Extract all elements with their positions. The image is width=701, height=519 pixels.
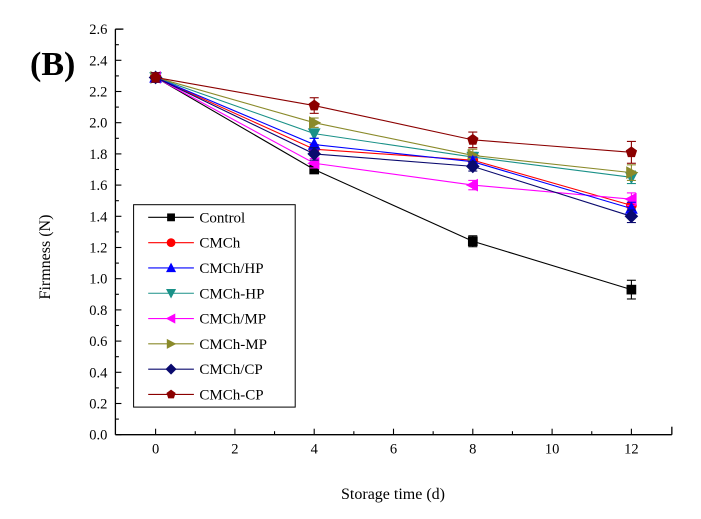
svg-text:CMCh/CP: CMCh/CP bbox=[199, 362, 262, 378]
svg-text:1.4: 1.4 bbox=[89, 209, 108, 225]
svg-text:1.0: 1.0 bbox=[89, 272, 107, 288]
svg-text:2.2: 2.2 bbox=[89, 85, 107, 101]
svg-text:CMCh-HP: CMCh-HP bbox=[199, 286, 264, 302]
svg-text:Control: Control bbox=[199, 210, 245, 226]
svg-text:10: 10 bbox=[545, 442, 560, 458]
svg-text:(B): (B) bbox=[30, 46, 75, 83]
svg-text:8: 8 bbox=[469, 442, 476, 458]
svg-text:6: 6 bbox=[390, 442, 397, 458]
svg-text:CMCh-CP: CMCh-CP bbox=[199, 387, 263, 403]
svg-text:CMCh-MP: CMCh-MP bbox=[199, 337, 267, 353]
svg-text:0.6: 0.6 bbox=[89, 334, 107, 350]
svg-text:CMCh: CMCh bbox=[199, 236, 240, 252]
svg-text:2.6: 2.6 bbox=[89, 22, 107, 38]
svg-text:2: 2 bbox=[231, 442, 238, 458]
svg-text:0.8: 0.8 bbox=[89, 303, 107, 319]
svg-text:0.0: 0.0 bbox=[89, 428, 107, 444]
svg-text:CMCh/HP: CMCh/HP bbox=[199, 261, 263, 277]
svg-text:2.4: 2.4 bbox=[89, 53, 108, 69]
svg-text:Firmness (N): Firmness (N) bbox=[37, 215, 54, 300]
svg-text:0.4: 0.4 bbox=[89, 365, 108, 381]
svg-text:2.0: 2.0 bbox=[89, 116, 107, 132]
svg-text:12: 12 bbox=[624, 442, 639, 458]
svg-text:1.8: 1.8 bbox=[89, 147, 107, 163]
svg-text:Storage time (d): Storage time (d) bbox=[341, 486, 445, 503]
svg-text:CMCh/MP: CMCh/MP bbox=[199, 312, 266, 328]
svg-text:0: 0 bbox=[152, 442, 159, 458]
svg-text:1.2: 1.2 bbox=[89, 241, 107, 257]
svg-text:1.6: 1.6 bbox=[89, 178, 107, 194]
svg-text:4: 4 bbox=[311, 442, 319, 458]
svg-text:0.2: 0.2 bbox=[89, 397, 107, 413]
